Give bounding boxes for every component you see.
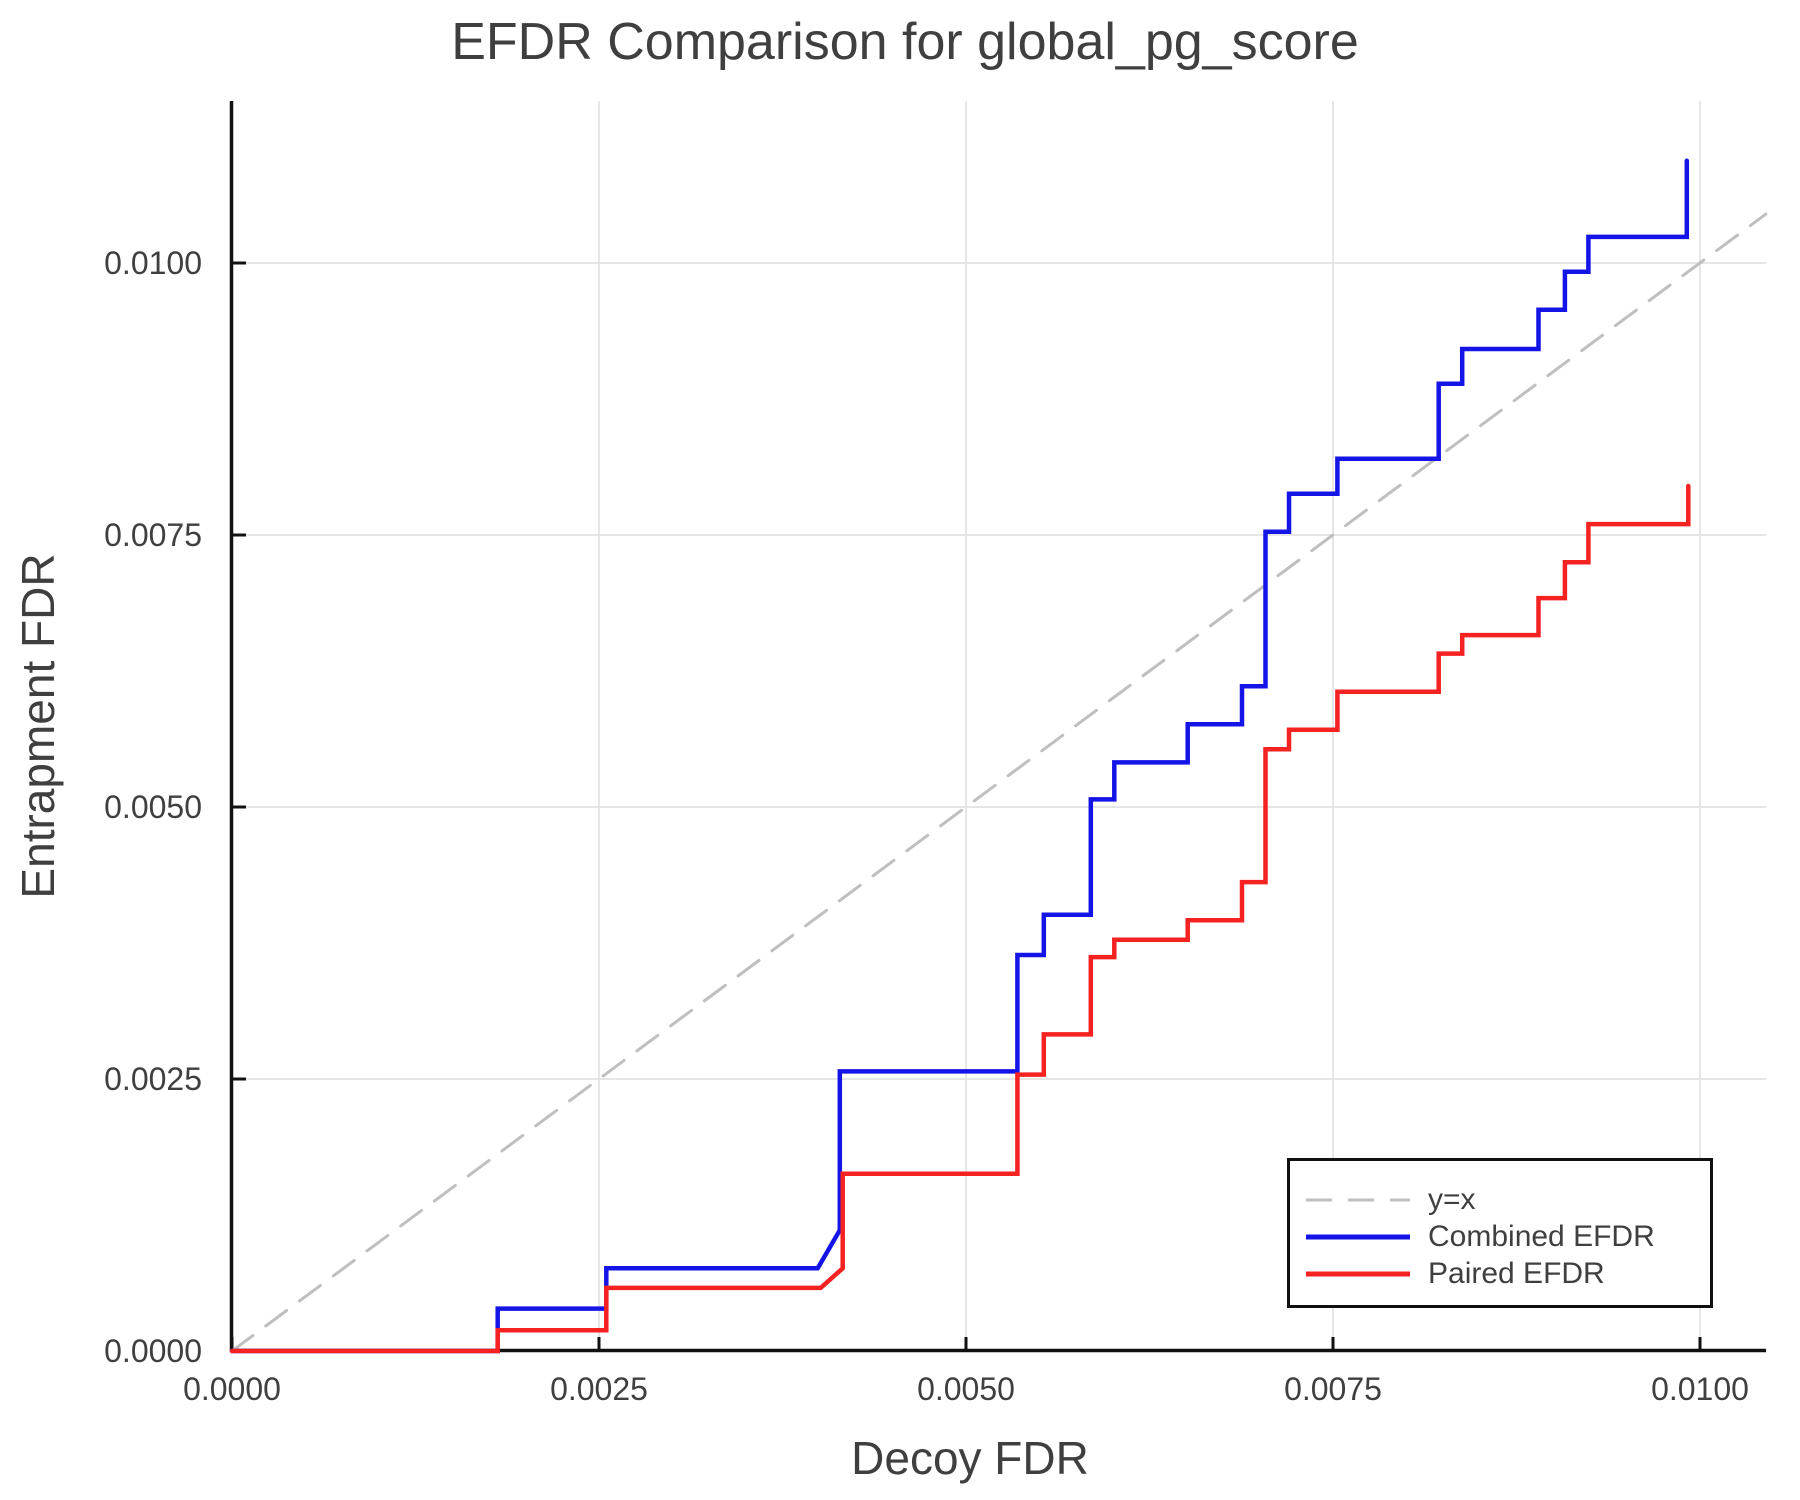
legend-label-paired: Paired EFDR: [1428, 1256, 1605, 1290]
yx-reference-line: [230, 212, 1768, 1353]
legend-row-paired: Paired EFDR: [1290, 1255, 1710, 1292]
legend-label-yx: y=x: [1428, 1182, 1476, 1216]
x-tick-label: 0.0075: [1284, 1371, 1382, 1407]
legend-label-combined: Combined EFDR: [1428, 1219, 1655, 1253]
series-lines: [229, 158, 1768, 1354]
x-axis-label: Decoy FDR: [851, 1432, 1089, 1484]
y-tick-label: 0.0025: [104, 1061, 202, 1097]
combined-efdr-line-sample: [1306, 1234, 1410, 1239]
x-tick-label: 0.0025: [550, 1371, 648, 1407]
legend: y=x Combined EFDR Paired EFDR: [1287, 1158, 1713, 1308]
combined-efdr-line: [229, 158, 1690, 1354]
x-tick-label: 0.0050: [917, 1371, 1015, 1407]
chart-title: EFDR Comparison for global_pg_score: [451, 13, 1359, 71]
yx-dashed-line-sample: [1306, 1198, 1410, 1201]
legend-row-yx: y=x: [1290, 1181, 1710, 1218]
y-tick-labels: 0.0000 0.0025 0.0050 0.0075 0.0100: [104, 245, 202, 1369]
y-tick-label: 0.0100: [104, 245, 202, 281]
y-tick-label: 0.0050: [104, 789, 202, 825]
paired-efdr-line-sample: [1306, 1271, 1410, 1276]
paired-efdr-line: [229, 483, 1691, 1354]
x-tick-label: 0.0000: [183, 1371, 281, 1407]
x-tick-label: 0.0100: [1651, 1371, 1749, 1407]
x-tick-labels: 0.0000 0.0025 0.0050 0.0075 0.0100: [183, 1371, 1749, 1407]
y-axis-label: Entrapment FDR: [12, 553, 64, 898]
legend-row-combined: Combined EFDR: [1290, 1218, 1710, 1255]
y-tick-label: 0.0000: [104, 1333, 202, 1369]
y-tick-label: 0.0075: [104, 517, 202, 553]
